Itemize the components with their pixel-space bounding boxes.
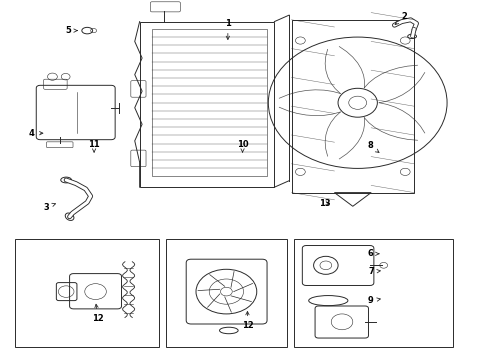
Bar [292, 20, 414, 193]
Bar [140, 22, 274, 187]
Text: 9: 9 [368, 296, 380, 305]
Text: 13: 13 [319, 199, 331, 208]
Bar [152, 29, 267, 176]
Text: 7: 7 [368, 267, 380, 276]
Bar [15, 239, 159, 347]
Text: 12: 12 [242, 311, 253, 330]
Text: 8: 8 [367, 141, 379, 152]
Text: 3: 3 [44, 202, 55, 212]
Text: 2: 2 [395, 12, 407, 24]
Bar [166, 239, 287, 347]
Text: 1: 1 [225, 19, 231, 40]
Text: 6: 6 [367, 249, 379, 258]
Text: 10: 10 [237, 140, 248, 152]
Text: 5: 5 [66, 26, 77, 35]
Text: 12: 12 [92, 304, 104, 323]
Text: 11: 11 [88, 140, 100, 152]
Text: 4: 4 [29, 129, 43, 138]
Bar [294, 239, 453, 347]
